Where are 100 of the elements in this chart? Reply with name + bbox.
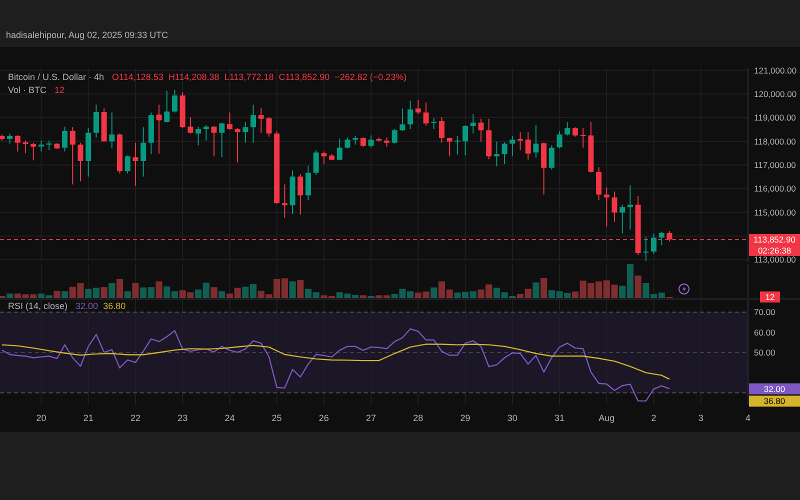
- candlestick: [7, 133, 13, 144]
- bar: [61, 291, 68, 298]
- x-tick-label: 28: [413, 413, 424, 423]
- annotation: 32.00: [76, 301, 98, 311]
- bar: [132, 283, 139, 298]
- bar: [540, 278, 548, 298]
- candlestick: [62, 126, 68, 152]
- candlestick: [360, 137, 366, 148]
- candlestick: [38, 140, 44, 152]
- bar: [108, 283, 116, 298]
- bar: [532, 282, 540, 298]
- text: 02:26:38: [758, 245, 792, 256]
- candlestick: [196, 126, 202, 146]
- bar: [116, 278, 124, 298]
- candlestick: [518, 132, 524, 151]
- y-tick-label: 70.00: [754, 307, 776, 318]
- x-tick-label: 24: [224, 413, 235, 423]
- candlestick: [438, 116, 444, 144]
- candlestick: [250, 104, 256, 144]
- candlestick: [266, 116, 272, 138]
- bar: [289, 281, 296, 298]
- x-tick-label: 2: [651, 413, 656, 423]
- candlestick: [172, 89, 178, 113]
- y-tick-label: 50.00: [754, 348, 776, 358]
- bar: [100, 287, 108, 298]
- candlestick: [548, 144, 554, 170]
- chart-subtitle: hadisalehipour, Aug 02, 2025 09:33 UTC: [6, 30, 169, 40]
- annotation: L113,772.18: [224, 72, 274, 82]
- candlestick: [604, 186, 610, 228]
- candlestick: [298, 173, 304, 216]
- y-tick-label: 113,000.00: [754, 254, 796, 265]
- candlestick: [651, 233, 657, 254]
- candlestick: [415, 99, 421, 115]
- candlestick: [470, 114, 476, 134]
- candlestick: [580, 128, 586, 148]
- candlestick: [510, 135, 516, 157]
- line-series: [1, 344, 670, 380]
- candlestick: [164, 90, 170, 123]
- candlestick: [132, 142, 138, 186]
- annotation: O114,128.53: [112, 72, 164, 82]
- candlestick: [400, 108, 406, 132]
- x-tick-label: 26: [318, 413, 329, 423]
- chart-title: Vol · BTC: [8, 85, 48, 95]
- candlestick: [564, 122, 570, 136]
- candlestick: [188, 116, 194, 134]
- candlestick: [392, 128, 398, 144]
- candlestick: [431, 117, 437, 130]
- line-series: [1, 328, 670, 402]
- candlestick: [384, 137, 390, 148]
- x-tick-label: 3: [698, 413, 704, 423]
- candlestick: [596, 166, 602, 201]
- y-tick-label: 116,000.00: [754, 184, 796, 194]
- candlestick: [305, 165, 311, 201]
- x-tick-label: 31: [554, 413, 565, 423]
- candlestick: [525, 132, 531, 160]
- text: 36.80: [764, 396, 786, 406]
- candlestick: [336, 138, 342, 161]
- y-tick-label: 120,000.00: [754, 89, 797, 100]
- candlestick: [321, 151, 327, 165]
- x-tick-label: 20: [36, 413, 46, 423]
- candlestick: [533, 124, 539, 158]
- candlestick: [70, 126, 76, 185]
- candlestick: [572, 126, 578, 138]
- candlestick: [124, 155, 130, 174]
- x-tick-label: Aug: [598, 413, 615, 423]
- candlestick: [627, 184, 633, 230]
- x-tick-label: 23: [178, 413, 188, 423]
- x-tick-label: 22: [130, 413, 140, 423]
- bar: [210, 287, 218, 298]
- text: 12: [54, 85, 65, 95]
- candlestick: [368, 134, 374, 148]
- y-tick-label: 119,000.00: [754, 112, 796, 123]
- candlestick: [109, 112, 115, 149]
- candlestick: [658, 231, 664, 246]
- candlestick: [408, 100, 414, 130]
- annotation: 36.80: [103, 301, 126, 311]
- y-tick-label: 121,000.00: [754, 65, 797, 76]
- y-tick-label: 115,000.00: [754, 207, 796, 218]
- bar: [634, 276, 642, 298]
- bar: [360, 295, 366, 298]
- bar: [6, 294, 14, 298]
- candlestick: [30, 142, 36, 161]
- x-tick-label: 30: [507, 413, 518, 423]
- annotation: −262.82 (−0.23%): [334, 72, 407, 82]
- bar: [297, 280, 304, 298]
- candlestick: [446, 137, 452, 157]
- candlestick: [78, 142, 84, 182]
- bar: [124, 291, 131, 298]
- bar: [430, 287, 438, 298]
- candlestick: [478, 118, 484, 142]
- candlestick: [140, 126, 146, 178]
- candlestick: [242, 121, 248, 144]
- candlestick: [454, 135, 460, 156]
- annotation: H114,208.38: [168, 72, 220, 82]
- candlestick: [14, 134, 20, 152]
- candlestick: [234, 128, 240, 163]
- candlestick: [344, 137, 350, 149]
- candlestick: [494, 141, 500, 167]
- chart-title: RSI (14, close): [8, 301, 68, 311]
- text: 12: [765, 292, 775, 302]
